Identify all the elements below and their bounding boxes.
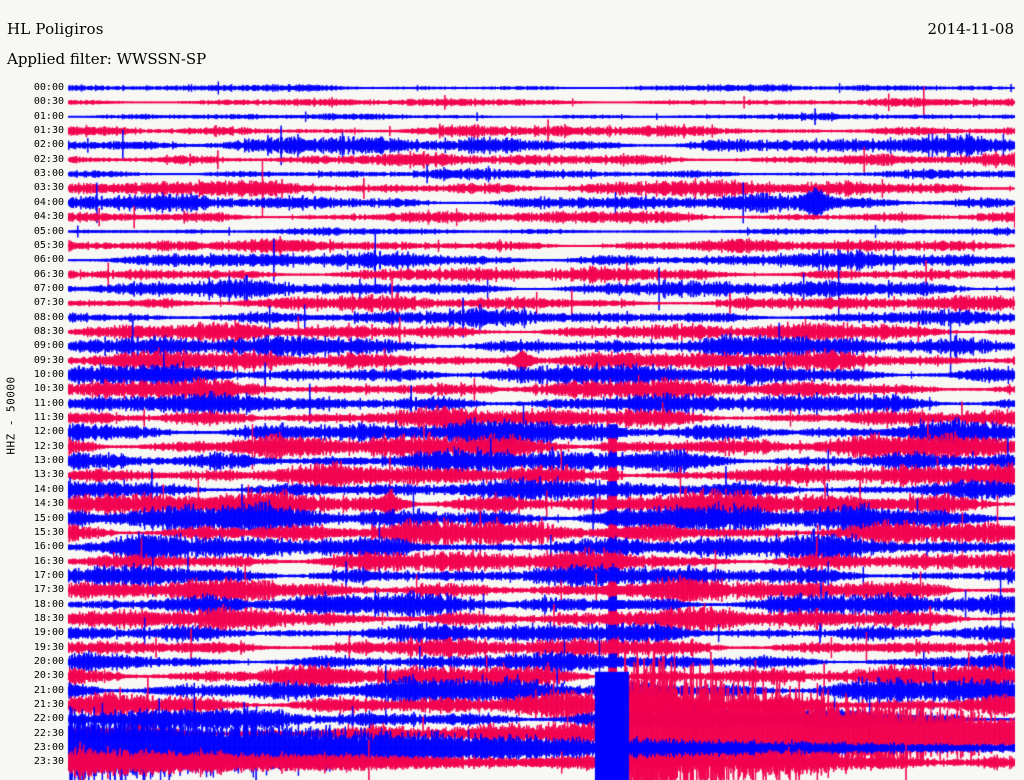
seismogram-traces (0, 0, 1024, 780)
helicorder-plot: HL Poligiros 2014-11-08 Applied filter: … (0, 0, 1024, 780)
